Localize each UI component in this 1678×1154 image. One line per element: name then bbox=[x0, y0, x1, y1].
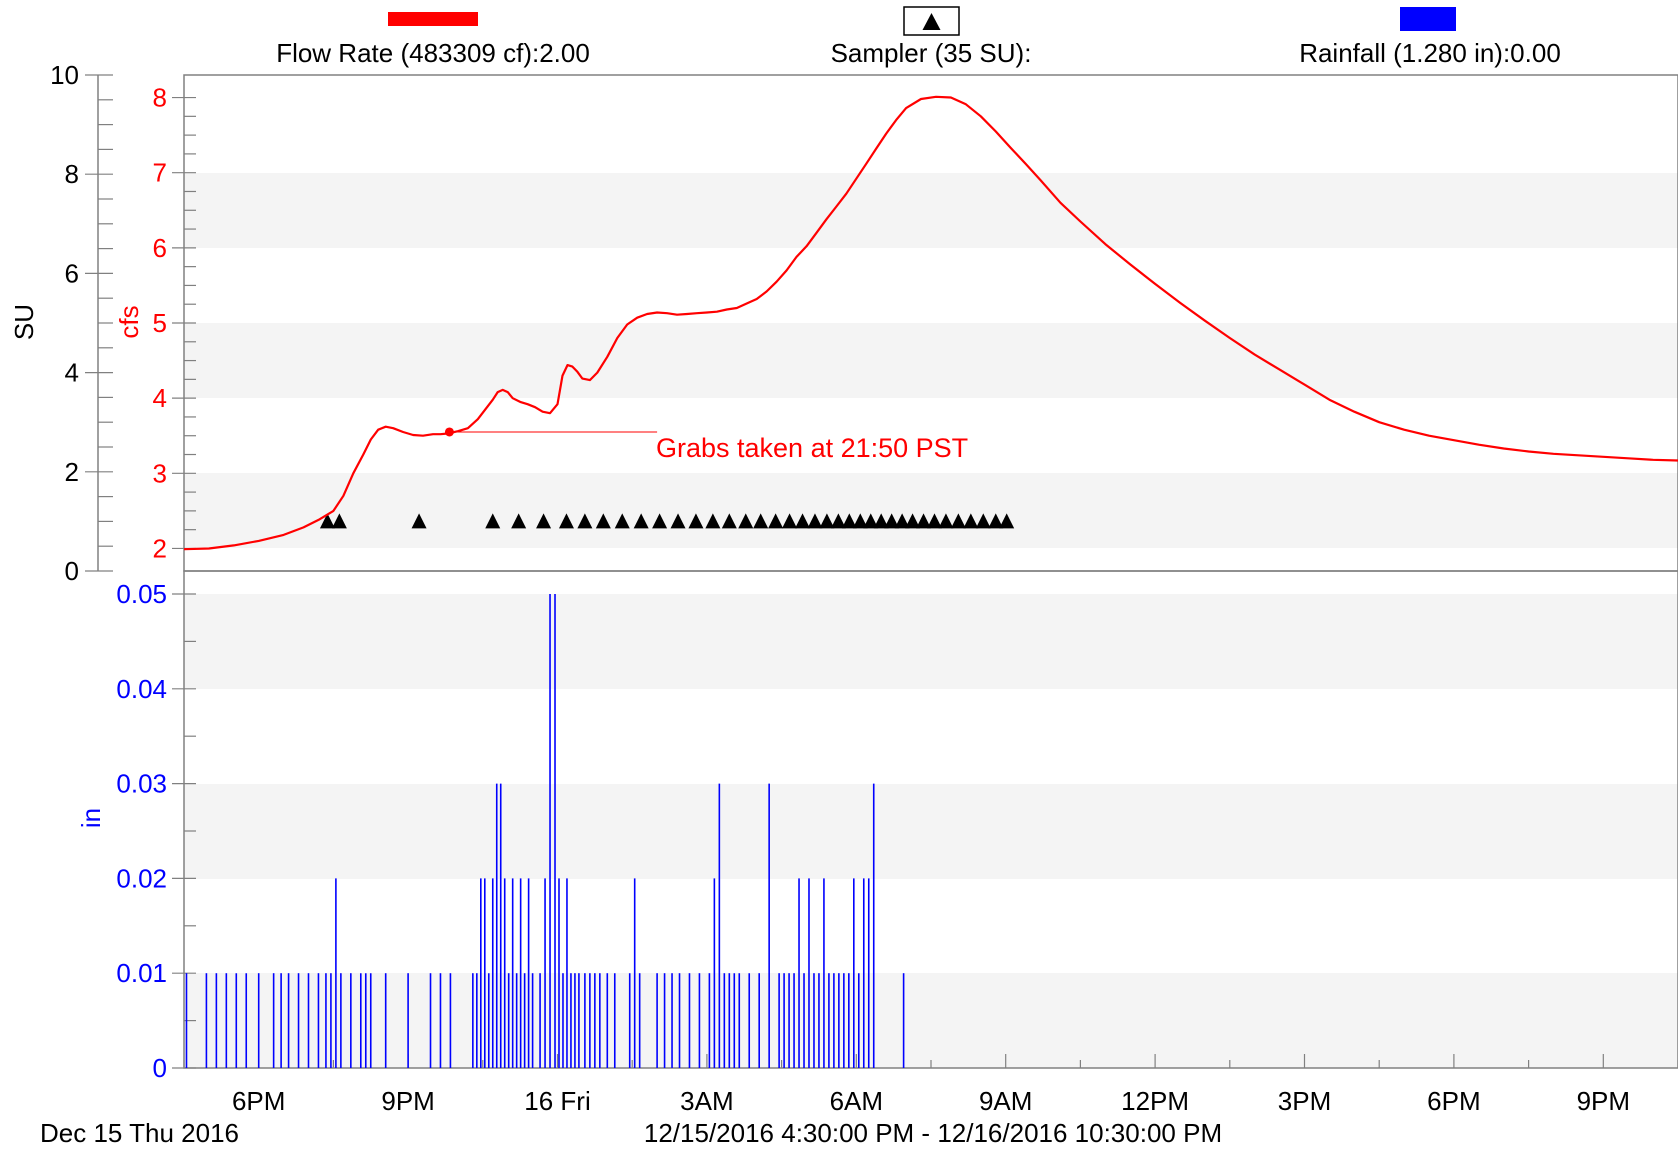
x-tick-label: 6PM bbox=[232, 1086, 285, 1116]
su-axis-title: SU bbox=[9, 304, 39, 340]
x-tick-label: 6PM bbox=[1427, 1086, 1480, 1116]
x-tick-label: 3PM bbox=[1278, 1086, 1331, 1116]
sampler-marker bbox=[884, 513, 900, 529]
sampler-marker bbox=[950, 513, 966, 529]
cfs-tick-label: 4 bbox=[153, 383, 167, 413]
sampler-marker bbox=[975, 513, 991, 529]
sampler-marker bbox=[738, 513, 754, 529]
x-axis: 6PM 9PM 16 Fri 3AM 6AM 9AM 12PM 3PM 6PM 9PM bbox=[183, 1054, 1678, 1116]
flow-rate-legend-label: Flow Rate (483309 cf):2.00 bbox=[276, 38, 590, 68]
sampler-marker bbox=[331, 513, 347, 529]
su-tick-label: 10 bbox=[50, 60, 79, 90]
flow-rate-layer bbox=[183, 95, 1678, 551]
sampler-marker bbox=[795, 513, 811, 529]
sampler-marker bbox=[938, 513, 954, 529]
x-tick-label: 12PM bbox=[1121, 1086, 1189, 1116]
x-tick-label: 6AM bbox=[830, 1086, 883, 1116]
sampler-marker bbox=[485, 513, 501, 529]
su-tick-label: 8 bbox=[65, 159, 79, 189]
sampler-marker bbox=[852, 513, 868, 529]
in-tick-label: 0 bbox=[153, 1053, 167, 1083]
x-tick-label: 9PM bbox=[381, 1086, 434, 1116]
sampler-marker bbox=[319, 513, 335, 529]
lower-panel-bands bbox=[184, 594, 1678, 1068]
sampler-marker bbox=[753, 513, 769, 529]
su-axis: 0 2 4 6 8 10 bbox=[50, 60, 113, 586]
sampler-marker bbox=[905, 513, 921, 529]
sampler-marker bbox=[830, 513, 846, 529]
sampler-marker bbox=[807, 513, 823, 529]
grab-annotation-label: Grabs taken at 21:50 PST bbox=[656, 433, 968, 463]
in-tick-label: 0.01 bbox=[116, 958, 167, 988]
sampler-marker bbox=[841, 513, 857, 529]
sampler-marker bbox=[988, 513, 1004, 529]
cfs-tick-label: 8 bbox=[153, 83, 167, 113]
sampler-marker bbox=[536, 513, 552, 529]
in-tick-label: 0.03 bbox=[116, 769, 167, 799]
sampler-marker bbox=[614, 513, 630, 529]
su-tick-label: 2 bbox=[65, 457, 79, 487]
sampler-marker bbox=[633, 513, 649, 529]
cfs-tick-label: 3 bbox=[153, 458, 167, 488]
rainfall-bars bbox=[185, 594, 905, 1068]
in-tick-label: 0.02 bbox=[116, 863, 167, 893]
sampler-marker bbox=[916, 513, 932, 529]
in-axis-title: in bbox=[76, 808, 106, 828]
sampler-marker bbox=[863, 513, 879, 529]
sampler-marker bbox=[670, 513, 686, 529]
in-axis: 0 0.01 0.02 0.03 0.04 0.05 bbox=[116, 579, 196, 1083]
flow-rate-legend-swatch bbox=[388, 12, 478, 26]
rainfall-legend-label: Rainfall (1.280 in):0.00 bbox=[1299, 38, 1561, 68]
sampler-marker bbox=[963, 513, 979, 529]
cfs-axis: 2 3 4 5 6 7 8 bbox=[153, 83, 196, 563]
in-tick-label: 0.05 bbox=[116, 579, 167, 609]
sampler-marker bbox=[511, 513, 527, 529]
su-tick-label: 6 bbox=[65, 258, 79, 288]
grab-annotation: Grabs taken at 21:50 PST bbox=[444, 427, 968, 463]
cfs-axis-title: cfs bbox=[114, 305, 144, 338]
sampler-marker bbox=[652, 513, 668, 529]
sampler-marker bbox=[999, 513, 1015, 529]
sampler-marker bbox=[768, 513, 784, 529]
x-tick-label: 3AM bbox=[680, 1086, 733, 1116]
sampler-marker bbox=[595, 513, 611, 529]
x-tick-label: 16 Fri bbox=[524, 1086, 590, 1116]
sampler-marker bbox=[873, 513, 889, 529]
rainfall-legend-swatch bbox=[1400, 7, 1456, 31]
sampler-legend-label: Sampler (35 SU): bbox=[831, 38, 1032, 68]
sampler-marker bbox=[688, 513, 704, 529]
x-tick-label: 9PM bbox=[1577, 1086, 1630, 1116]
date-range-label: 12/15/2016 4:30:00 PM - 12/16/2016 10:30… bbox=[644, 1118, 1222, 1148]
su-tick-label: 4 bbox=[65, 358, 79, 388]
date-label: Dec 15 Thu 2016 bbox=[40, 1118, 239, 1148]
sampler-marker bbox=[819, 513, 835, 529]
cfs-tick-label: 6 bbox=[153, 233, 167, 263]
sampler-legend-box bbox=[903, 6, 960, 36]
sampler-marker bbox=[705, 513, 721, 529]
sampler-marker bbox=[577, 513, 593, 529]
sampler-marker bbox=[926, 513, 942, 529]
x-tick-label: 9AM bbox=[979, 1086, 1032, 1116]
cfs-tick-label: 5 bbox=[153, 308, 167, 338]
sampler-marker bbox=[894, 513, 910, 529]
triangle-up-icon bbox=[922, 13, 941, 30]
cfs-tick-label: 7 bbox=[153, 158, 167, 188]
grab-annotation-point bbox=[444, 427, 454, 437]
in-tick-label: 0.04 bbox=[116, 674, 167, 704]
sampler-marker bbox=[782, 513, 798, 529]
sampler-marker bbox=[558, 513, 574, 529]
flow-rate-line bbox=[183, 95, 1678, 551]
sampler-markers bbox=[319, 513, 1015, 529]
su-tick-label: 0 bbox=[65, 556, 79, 586]
sampler-marker bbox=[411, 513, 427, 529]
upper-panel-bands bbox=[184, 97, 1678, 548]
legend: Flow Rate (483309 cf):2.00 Sampler (35 S… bbox=[276, 6, 1561, 68]
sampler-marker bbox=[721, 513, 737, 529]
cfs-tick-label: 2 bbox=[153, 533, 167, 563]
